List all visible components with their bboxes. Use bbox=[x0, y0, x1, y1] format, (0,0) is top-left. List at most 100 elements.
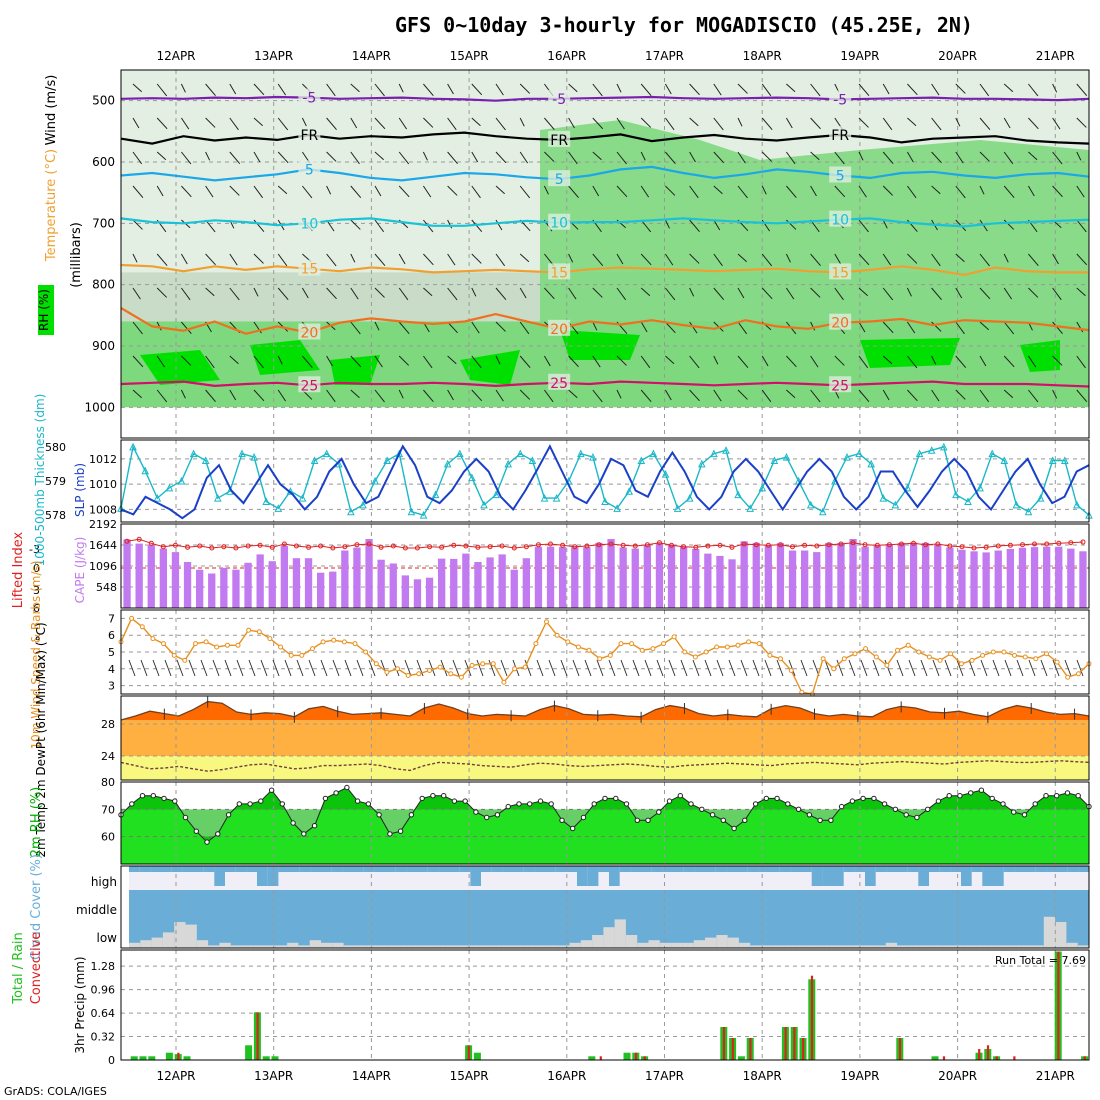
wind-barb bbox=[882, 219, 888, 229]
wind-barb bbox=[592, 389, 603, 403]
precip-conv-bar bbox=[599, 1056, 602, 1060]
low-cloud-bar bbox=[817, 945, 830, 948]
wind-speed-point bbox=[320, 639, 326, 645]
contour-label: 25 bbox=[550, 376, 568, 392]
high-cloud-bar bbox=[566, 866, 577, 872]
rh-point bbox=[397, 828, 404, 834]
cape-bar bbox=[559, 547, 567, 608]
contour-label: FR bbox=[550, 133, 568, 149]
surface-wind-barb bbox=[800, 659, 808, 677]
wind-barb bbox=[229, 287, 240, 301]
precip-conv-bar bbox=[749, 1038, 752, 1060]
lifted-point bbox=[681, 544, 687, 550]
wind-speed-point bbox=[788, 668, 794, 673]
high-cloud-bar bbox=[1003, 866, 1015, 872]
surface-wind-barb bbox=[224, 659, 232, 677]
cape-bar bbox=[123, 539, 131, 608]
lifted-point bbox=[765, 542, 771, 548]
low-cloud-bar bbox=[897, 945, 909, 948]
cape-tick-label: 2192 bbox=[89, 518, 117, 531]
rh-point bbox=[720, 817, 726, 823]
thickness-point bbox=[589, 452, 597, 461]
surface-wind-barb bbox=[716, 659, 724, 677]
contour-label: FR bbox=[300, 128, 318, 144]
rh-point bbox=[925, 806, 931, 812]
rh-point bbox=[752, 801, 759, 807]
high-cloud-bar bbox=[833, 866, 844, 886]
high-cloud-bar bbox=[374, 866, 385, 872]
high-cloud-bar bbox=[1067, 866, 1079, 872]
wind-barb bbox=[834, 185, 846, 198]
surface-wind-barb bbox=[944, 659, 952, 677]
rh-point bbox=[795, 806, 802, 812]
lifted-point bbox=[136, 536, 142, 542]
wind-speed-point bbox=[395, 666, 401, 672]
wind-barb bbox=[205, 253, 216, 266]
rh-point bbox=[172, 798, 178, 804]
high-cloud-bar bbox=[801, 866, 812, 872]
wind-barb bbox=[447, 287, 458, 301]
contour-label: 10 bbox=[550, 216, 568, 232]
cape-bar bbox=[970, 551, 978, 608]
wind-barb bbox=[495, 389, 504, 402]
low-cloud-bar bbox=[456, 945, 468, 948]
wind-barb bbox=[931, 83, 940, 96]
high-cloud-bar bbox=[1057, 866, 1068, 872]
high-cloud-bar bbox=[459, 866, 471, 872]
wind-barb bbox=[181, 355, 192, 366]
cloud-row-label: high bbox=[91, 875, 117, 889]
rh-region-dark bbox=[140, 330, 1060, 385]
lifted-point bbox=[257, 542, 263, 548]
rh-point bbox=[591, 801, 597, 807]
cape-bar bbox=[982, 552, 990, 608]
wind-barb bbox=[979, 83, 990, 97]
surface-wind-barb bbox=[932, 659, 940, 677]
wind-barb bbox=[253, 355, 264, 369]
rh-point bbox=[935, 798, 942, 804]
rh-point bbox=[978, 787, 985, 793]
wind-speed-point bbox=[224, 642, 230, 648]
precip-total-bar bbox=[165, 1052, 173, 1060]
lifted-point bbox=[354, 542, 360, 548]
contour-label-bg bbox=[298, 160, 321, 177]
wind-barb bbox=[1028, 117, 1039, 130]
low-cloud-bar bbox=[592, 935, 604, 948]
low-cloud-bar bbox=[987, 945, 999, 948]
bottom-date-label: 13APR bbox=[254, 1069, 293, 1083]
lifted-point bbox=[475, 544, 481, 550]
wind-barb bbox=[955, 321, 965, 335]
low-cloud-bar bbox=[140, 940, 152, 948]
thickness-point bbox=[455, 449, 464, 458]
wind-barb bbox=[786, 355, 797, 368]
thickness-point bbox=[298, 493, 307, 502]
wind-barb bbox=[907, 389, 918, 402]
surface-wind-barb bbox=[308, 659, 316, 677]
wind-barb bbox=[592, 355, 601, 368]
surface-wind-barb bbox=[332, 659, 340, 677]
wind-barb bbox=[786, 83, 796, 93]
low-cloud-bar bbox=[332, 942, 344, 948]
high-cloud-bar bbox=[321, 866, 332, 872]
high-cloud-bar bbox=[683, 866, 695, 872]
rh-point bbox=[957, 793, 963, 799]
thickness-point bbox=[1036, 493, 1045, 502]
lifted-point bbox=[124, 538, 130, 544]
thickness-point bbox=[504, 459, 513, 468]
wind-tick-label: 4 bbox=[108, 663, 115, 676]
lifted-point bbox=[862, 542, 868, 548]
cape-bar bbox=[728, 559, 736, 608]
wind-tick-label: 5 bbox=[108, 646, 115, 659]
wind-barb bbox=[1076, 287, 1086, 297]
rh-point bbox=[828, 817, 834, 823]
low-cloud-bar bbox=[479, 945, 491, 948]
low-cloud-bar bbox=[1066, 942, 1078, 948]
temp-band bbox=[121, 720, 1089, 756]
thickness-point bbox=[250, 452, 258, 461]
cape-bar bbox=[680, 546, 688, 608]
lifted-point bbox=[269, 544, 275, 550]
wind-barb bbox=[519, 321, 530, 335]
thickness-point bbox=[262, 497, 271, 505]
pressure-tick-label: 800 bbox=[92, 278, 115, 292]
wind-barb bbox=[495, 151, 507, 164]
wind-barb bbox=[810, 117, 821, 130]
